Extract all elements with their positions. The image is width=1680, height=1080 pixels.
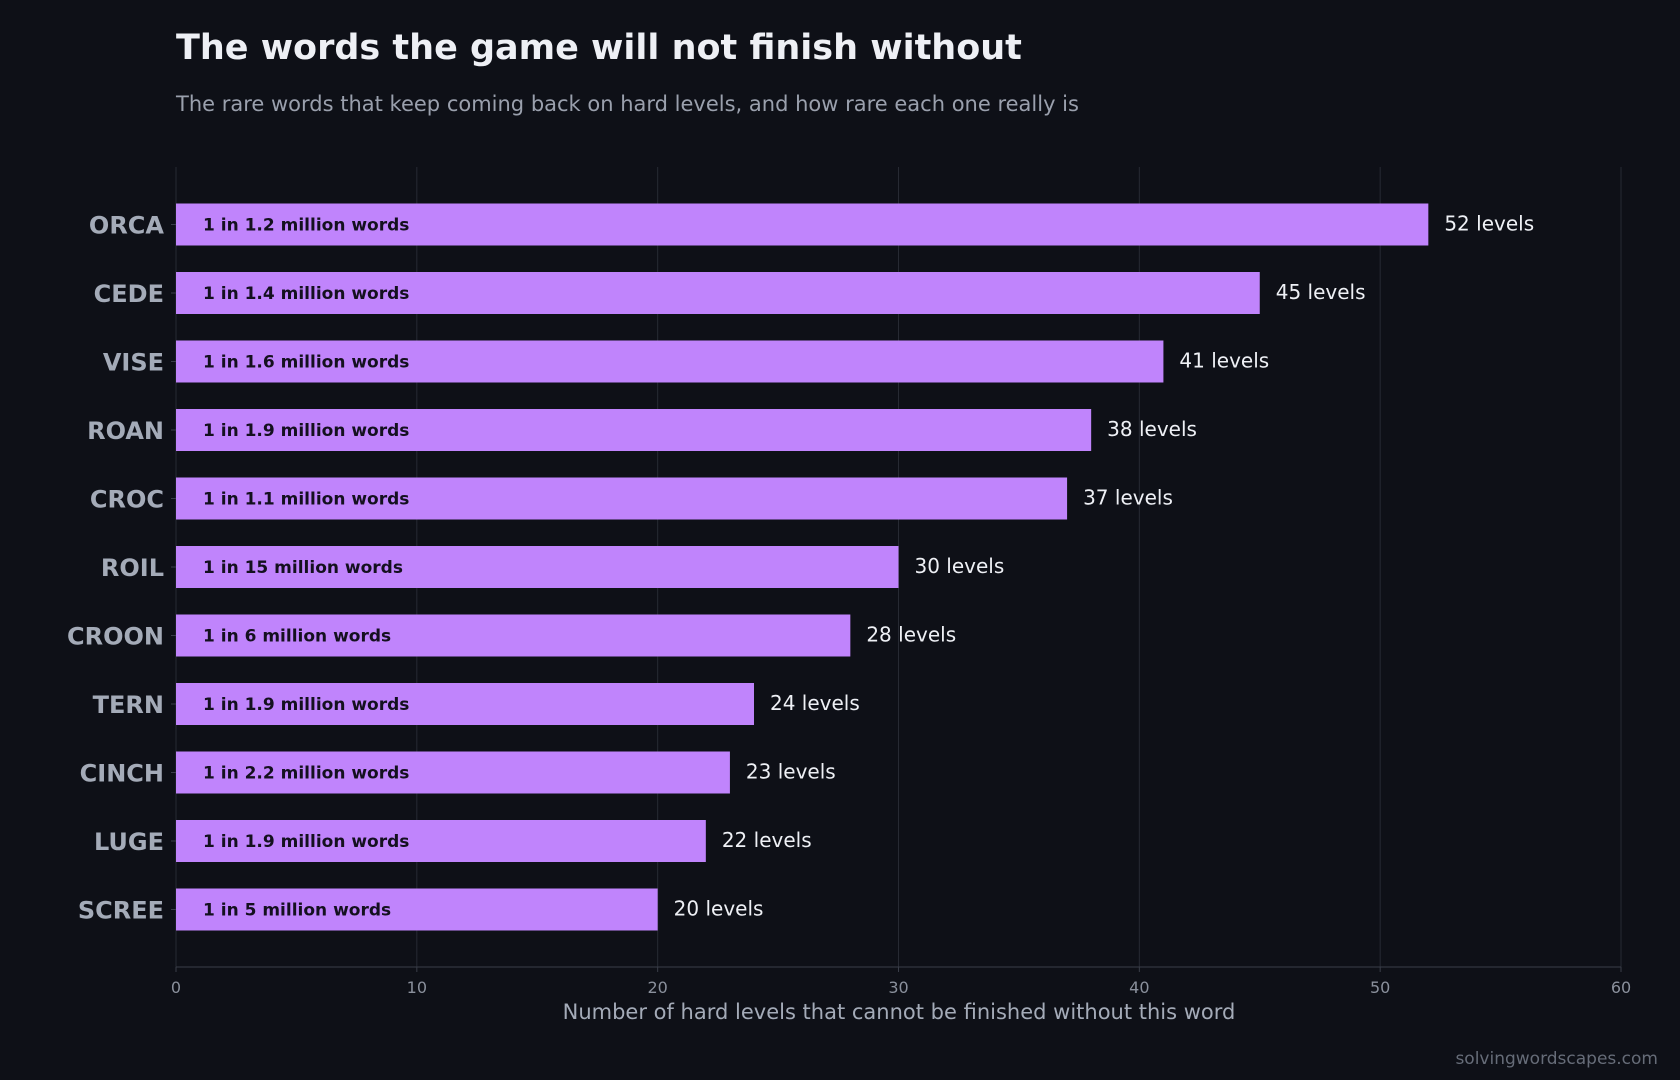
bar <box>176 614 851 657</box>
value-label: 30 levels <box>915 554 1005 578</box>
bar <box>176 340 1164 383</box>
rarity-label: 1 in 1.2 million words <box>203 216 409 236</box>
bar <box>176 272 1260 314</box>
bar <box>176 409 1092 451</box>
value-label: 41 levels <box>1179 349 1269 373</box>
category-label: SCREE <box>78 897 164 925</box>
bars: ORCA 1 in 1.2 million words 52 levels CEDE 1… <box>67 203 1534 931</box>
bar <box>176 203 1429 246</box>
x-tick-label: 20 <box>647 978 667 997</box>
x-tick-label: 60 <box>1611 978 1631 997</box>
rarity-label: 1 in 1.9 million words <box>203 695 409 715</box>
rarity-label: 1 in 6 million words <box>203 627 391 647</box>
x-tick-label: 0 <box>171 978 181 997</box>
bar <box>176 751 730 794</box>
bar-group: CEDE 1 in 1.4 million words 45 levels <box>94 272 1366 314</box>
bar-group: CINCH 1 in 2.2 million words 23 levels <box>80 751 836 794</box>
value-label: 38 levels <box>1107 417 1197 441</box>
category-label: ROIL <box>101 554 164 582</box>
bar-group: LUGE 1 in 1.9 million words 22 levels <box>94 820 812 862</box>
bar <box>176 683 754 725</box>
x-tick-label: 40 <box>1129 978 1149 997</box>
x-tick-label: 50 <box>1370 978 1390 997</box>
rarity-label: 1 in 15 million words <box>203 558 403 578</box>
value-label: 37 levels <box>1083 486 1173 510</box>
x-axis-title: Number of hard levels that cannot be fin… <box>563 1000 1236 1024</box>
category-label: ORCA <box>89 212 164 240</box>
value-label: 28 levels <box>866 623 956 647</box>
value-label: 23 levels <box>746 760 836 784</box>
value-label: 45 levels <box>1276 280 1366 304</box>
rarity-label: 1 in 1.4 million words <box>203 284 409 304</box>
bar <box>176 888 658 931</box>
x-axis: 0 10 20 30 40 50 60 <box>171 966 1631 997</box>
source-credit: solvingwordscapes.com <box>1455 1049 1658 1069</box>
category-label: CROC <box>90 486 164 514</box>
category-label: TERN <box>93 691 164 719</box>
bar-group: TERN 1 in 1.9 million words 24 levels <box>93 683 860 725</box>
chart-subtitle: The rare words that keep coming back on … <box>175 92 1079 116</box>
bar-group: CROC 1 in 1.1 million words 37 levels <box>90 477 1173 520</box>
bar-group: CROON 1 in 6 million words 28 levels <box>67 614 956 657</box>
bar-group: ROIL 1 in 15 million words 30 levels <box>101 546 1004 588</box>
rarity-label: 1 in 1.9 million words <box>203 832 409 852</box>
x-tick-label: 10 <box>407 978 427 997</box>
rarity-label: 1 in 1.1 million words <box>203 490 409 510</box>
bar-group: ROAN 1 in 1.9 million words 38 levels <box>87 409 1197 451</box>
bar <box>176 820 706 862</box>
chart-title: The words the game will not finish witho… <box>176 28 1022 68</box>
rarity-label: 1 in 1.6 million words <box>203 353 409 373</box>
category-label: VISE <box>103 349 164 377</box>
bar-group: SCREE 1 in 5 million words 20 levels <box>78 888 764 931</box>
rarity-label: 1 in 2.2 million words <box>203 764 409 784</box>
value-label: 20 levels <box>674 897 764 921</box>
bar-group: VISE 1 in 1.6 million words 41 levels <box>103 340 1269 383</box>
bar-group: ORCA 1 in 1.2 million words 52 levels <box>89 203 1534 246</box>
rarity-label: 1 in 5 million words <box>203 901 391 921</box>
x-tick-label: 30 <box>888 978 908 997</box>
rarity-label: 1 in 1.9 million words <box>203 421 409 441</box>
value-label: 52 levels <box>1444 212 1534 236</box>
category-label: LUGE <box>94 828 164 856</box>
bar <box>176 546 899 588</box>
value-label: 22 levels <box>722 828 812 852</box>
category-label: ROAN <box>87 417 164 445</box>
category-label: CINCH <box>80 760 164 788</box>
bar <box>176 477 1068 520</box>
value-label: 24 levels <box>770 691 860 715</box>
category-label: CROON <box>67 623 164 651</box>
category-label: CEDE <box>94 280 164 308</box>
